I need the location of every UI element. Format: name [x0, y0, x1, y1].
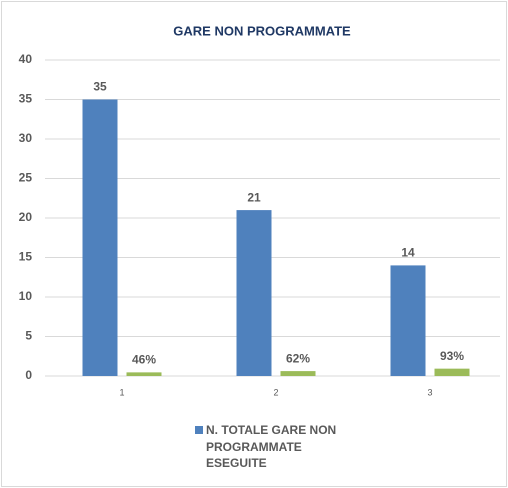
y-tick-label: 5: [25, 329, 32, 343]
bar: [236, 210, 272, 376]
x-tick-label: 2: [273, 387, 278, 397]
data-label: 35: [93, 80, 107, 94]
x-tick-label: 1: [119, 387, 124, 397]
bar: [390, 265, 426, 376]
bar: [82, 99, 118, 376]
chart-title: GARE NON PROGRAMMATE: [173, 23, 351, 38]
y-tick-label: 30: [19, 131, 33, 145]
data-label: 62%: [286, 351, 310, 365]
data-label: 14: [401, 246, 415, 260]
y-tick-label: 10: [19, 289, 33, 303]
y-tick-label: 25: [19, 171, 33, 185]
bar: [434, 368, 470, 376]
y-tick-label: 0: [25, 368, 32, 382]
data-label: 21: [247, 190, 261, 204]
y-tick-label: 40: [19, 52, 33, 66]
y-tick-label: 35: [19, 92, 33, 106]
legend-label: N. TOTALE GARE NON PROGRAMMATE ESEGUITE: [206, 423, 337, 470]
bar: [280, 371, 316, 376]
x-tick-label: 3: [427, 387, 432, 397]
bar: [126, 372, 162, 376]
y-tick-label: 15: [19, 250, 33, 264]
legend-swatch: [195, 426, 203, 434]
y-tick-label: 20: [19, 210, 33, 224]
data-label: 93%: [440, 349, 464, 363]
data-label: 46%: [132, 353, 156, 367]
